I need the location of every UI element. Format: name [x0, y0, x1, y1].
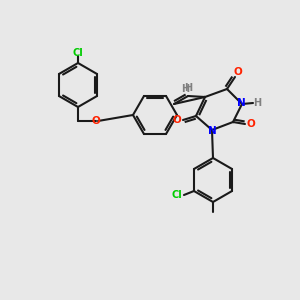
Text: Cl: Cl — [73, 48, 83, 58]
Text: O: O — [247, 119, 255, 129]
Text: H: H — [184, 83, 192, 93]
Text: O: O — [234, 67, 242, 77]
Text: N: N — [237, 98, 245, 108]
Text: H: H — [181, 84, 189, 94]
Text: O: O — [92, 116, 100, 126]
Text: N: N — [208, 126, 216, 136]
Text: O: O — [172, 115, 182, 125]
Text: Cl: Cl — [172, 190, 182, 200]
Text: H: H — [253, 98, 261, 108]
